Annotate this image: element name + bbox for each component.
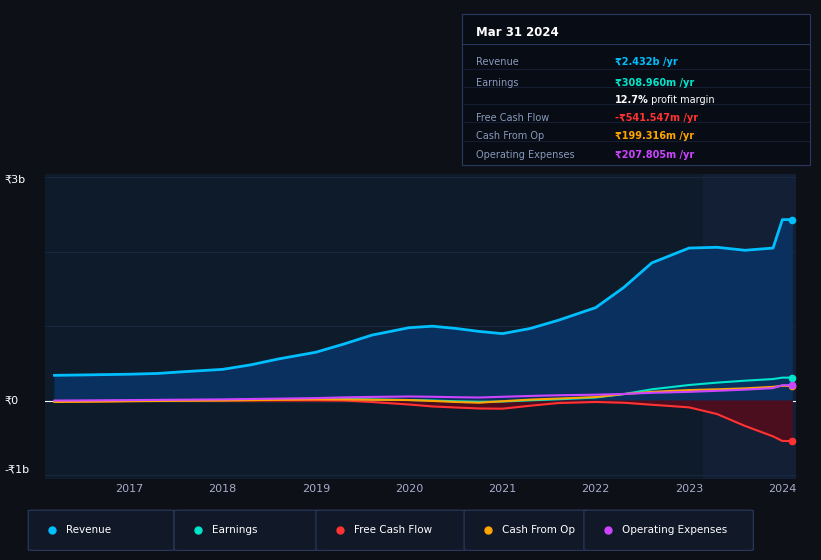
Text: ₹207.805m /yr: ₹207.805m /yr (616, 150, 695, 160)
Text: -₹1b: -₹1b (4, 464, 30, 474)
Text: ₹199.316m /yr: ₹199.316m /yr (616, 130, 695, 141)
Text: -₹541.547m /yr: -₹541.547m /yr (616, 113, 699, 123)
Text: ₹3b: ₹3b (4, 175, 25, 185)
Bar (703, 174, 796, 479)
Text: ₹308.960m /yr: ₹308.960m /yr (616, 78, 695, 88)
Text: Mar 31 2024: Mar 31 2024 (476, 26, 559, 39)
FancyBboxPatch shape (584, 510, 754, 550)
Text: Cash From Op: Cash From Op (502, 525, 575, 535)
Text: Operating Expenses: Operating Expenses (476, 150, 575, 160)
Text: Free Cash Flow: Free Cash Flow (476, 113, 549, 123)
Text: Free Cash Flow: Free Cash Flow (354, 525, 432, 535)
FancyBboxPatch shape (28, 510, 174, 550)
Text: Earnings: Earnings (476, 78, 519, 88)
FancyBboxPatch shape (174, 510, 320, 550)
Text: ₹2.432b /yr: ₹2.432b /yr (616, 57, 678, 67)
Text: ₹0: ₹0 (4, 396, 18, 406)
Text: Operating Expenses: Operating Expenses (621, 525, 727, 535)
Text: Revenue: Revenue (476, 57, 519, 67)
FancyBboxPatch shape (316, 510, 466, 550)
Text: Earnings: Earnings (212, 525, 258, 535)
Text: 12.7%: 12.7% (616, 95, 649, 105)
Text: profit margin: profit margin (649, 95, 715, 105)
FancyBboxPatch shape (464, 510, 590, 550)
Text: Revenue: Revenue (66, 525, 111, 535)
FancyBboxPatch shape (462, 14, 810, 165)
Text: Cash From Op: Cash From Op (476, 130, 544, 141)
